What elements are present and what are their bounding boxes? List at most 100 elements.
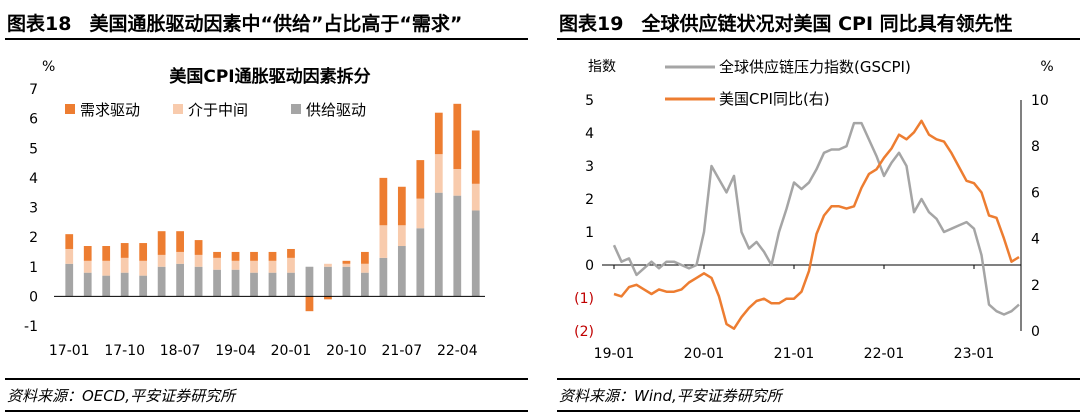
legend-label: 介于中间 bbox=[188, 101, 248, 119]
bar-segment bbox=[250, 260, 258, 273]
bar-segment bbox=[453, 168, 462, 196]
bar-segment bbox=[361, 263, 369, 273]
bar-segment bbox=[65, 248, 74, 264]
bar-segment bbox=[176, 231, 184, 252]
bar-segment bbox=[157, 254, 166, 267]
legend-swatch bbox=[65, 104, 75, 114]
y-tick-label: 5 bbox=[29, 141, 38, 157]
figure-18-source: 资料来源：OECD,平安证券研究所 bbox=[7, 387, 236, 405]
bar-segment bbox=[139, 260, 148, 276]
bar-segment bbox=[434, 112, 443, 155]
gscpi-line bbox=[612, 121, 1020, 316]
bar-segment bbox=[139, 275, 148, 297]
bar-segment bbox=[379, 225, 388, 258]
bar-segment bbox=[268, 272, 277, 297]
bar-segment bbox=[453, 103, 462, 169]
x-tick-label: 20-10 bbox=[326, 343, 367, 359]
bar-segment bbox=[102, 260, 111, 276]
bar-segment bbox=[194, 266, 203, 297]
dual-axis-line-chart: 指数 % (2) (1) 0 1 2 3 4 5 0 2 4 6 8 10 19-01 20-01 21-01 22-… bbox=[574, 58, 1054, 362]
left-tick-label: 4 bbox=[585, 126, 594, 142]
right-tick-label: 8 bbox=[1031, 139, 1040, 155]
bar-segment bbox=[250, 251, 258, 261]
figure-18-title: 美国通胀驱动因素中“供给”占比高于“需求” bbox=[89, 13, 463, 35]
bar-segment bbox=[157, 266, 166, 297]
legend-label: 全球供应链压力指数(GSCPI) bbox=[719, 58, 911, 76]
bar-segment bbox=[120, 243, 129, 258]
stacked-bar-chart: 美国CPI通胀驱动因素拆分% -1 0 1 2 3 4 5 6 7 17-01 17-10 18-07 1… bbox=[24, 59, 485, 359]
bar-segment bbox=[231, 260, 240, 270]
bar-segment bbox=[416, 198, 425, 229]
bar-segment bbox=[342, 263, 351, 267]
bar-segment bbox=[416, 228, 425, 297]
left-tick-label: (2) bbox=[574, 324, 594, 340]
bar-segment bbox=[361, 272, 369, 297]
bar-segment bbox=[305, 266, 314, 297]
y-tick-label: 0 bbox=[29, 289, 38, 305]
bar-segment bbox=[324, 266, 332, 297]
x-tick-label: 22-04 bbox=[437, 343, 478, 359]
x-tick-label: 21-07 bbox=[382, 343, 423, 359]
y-tick-label: 2 bbox=[29, 230, 38, 246]
bar-segment bbox=[120, 257, 129, 273]
figure-18-label: 图表18 bbox=[7, 13, 72, 35]
bar-segment bbox=[139, 243, 148, 261]
figure-19-panel: 图表19 全球供应链状况对美国 CPI 同比具有领先性 指数% (2) (1) 0 1 2 3… bbox=[557, 0, 1080, 413]
right-tick-label: 10 bbox=[1031, 93, 1049, 109]
chart-title: 美国CPI通胀驱动因素拆分 bbox=[169, 66, 370, 87]
bar-segment bbox=[471, 183, 480, 211]
bar-segment bbox=[416, 160, 425, 199]
bar-segment bbox=[65, 263, 74, 297]
x-tick-label: 19-04 bbox=[215, 343, 256, 359]
right-axis-unit: % bbox=[1040, 59, 1053, 75]
right-tick-label: 0 bbox=[1031, 324, 1040, 340]
bar-segment bbox=[83, 246, 92, 261]
bar-segment bbox=[471, 130, 480, 184]
figure-18-header: 图表18 美国通胀驱动因素中“供给”占比高于“需求” bbox=[5, 4, 528, 40]
y-tick-label: 6 bbox=[29, 112, 38, 128]
bar-segment bbox=[342, 266, 351, 297]
figure-19-header: 图表19 全球供应链状况对美国 CPI 同比具有领先性 bbox=[557, 4, 1080, 40]
left-tick-label: 3 bbox=[585, 159, 594, 175]
bar-segment bbox=[287, 248, 295, 258]
bar-segment bbox=[176, 251, 184, 264]
left-tick-label: 0 bbox=[585, 258, 594, 274]
legend-swatch bbox=[173, 104, 183, 114]
bar-segment bbox=[231, 269, 240, 297]
bar-segment bbox=[102, 246, 111, 261]
bar-segment bbox=[287, 272, 295, 297]
y-tick-label: 3 bbox=[29, 201, 38, 217]
x-tick-label: 20-01 bbox=[684, 346, 725, 362]
figure-19-source: 资料来源：Wind,平安证券研究所 bbox=[559, 387, 782, 405]
left-tick-label: (1) bbox=[574, 291, 594, 307]
y-tick-label: -1 bbox=[24, 319, 38, 335]
bar-segment bbox=[397, 246, 406, 297]
bar-segment bbox=[361, 251, 369, 264]
x-tick-label: 18-07 bbox=[160, 343, 201, 359]
bar-segment bbox=[102, 275, 111, 297]
y-tick-label: 7 bbox=[29, 82, 38, 98]
left-tick-label: 2 bbox=[585, 192, 594, 208]
bar-segment bbox=[65, 234, 74, 249]
y-axis-unit: % bbox=[42, 59, 55, 75]
bar-segment bbox=[157, 231, 166, 255]
legend-swatch bbox=[291, 104, 301, 114]
bar-segment bbox=[324, 263, 332, 267]
bar-segment bbox=[120, 272, 129, 297]
x-tick-label: 20-01 bbox=[271, 343, 312, 359]
x-tick-label: 21-01 bbox=[774, 346, 815, 362]
x-tick-label: 19-01 bbox=[594, 346, 635, 362]
bar-segment bbox=[434, 192, 443, 297]
legend-label: 美国CPI同比(右) bbox=[719, 90, 830, 108]
bar-segment bbox=[231, 251, 240, 261]
bar-segment bbox=[471, 210, 480, 297]
y-tick-label: 4 bbox=[29, 171, 38, 187]
right-tick-label: 2 bbox=[1031, 278, 1040, 294]
bar-segment bbox=[176, 263, 184, 297]
bar-segment bbox=[434, 154, 443, 193]
left-tick-label: 1 bbox=[585, 225, 594, 241]
figure-18-panel: 图表18 美国通胀驱动因素中“供给”占比高于“需求” 美国CPI通胀驱动因素拆分%… bbox=[5, 0, 528, 413]
figure-19-footer: 资料来源：Wind,平安证券研究所 bbox=[557, 378, 1080, 412]
bar-segment bbox=[83, 272, 92, 297]
legend-label: 需求驱动 bbox=[80, 101, 140, 119]
